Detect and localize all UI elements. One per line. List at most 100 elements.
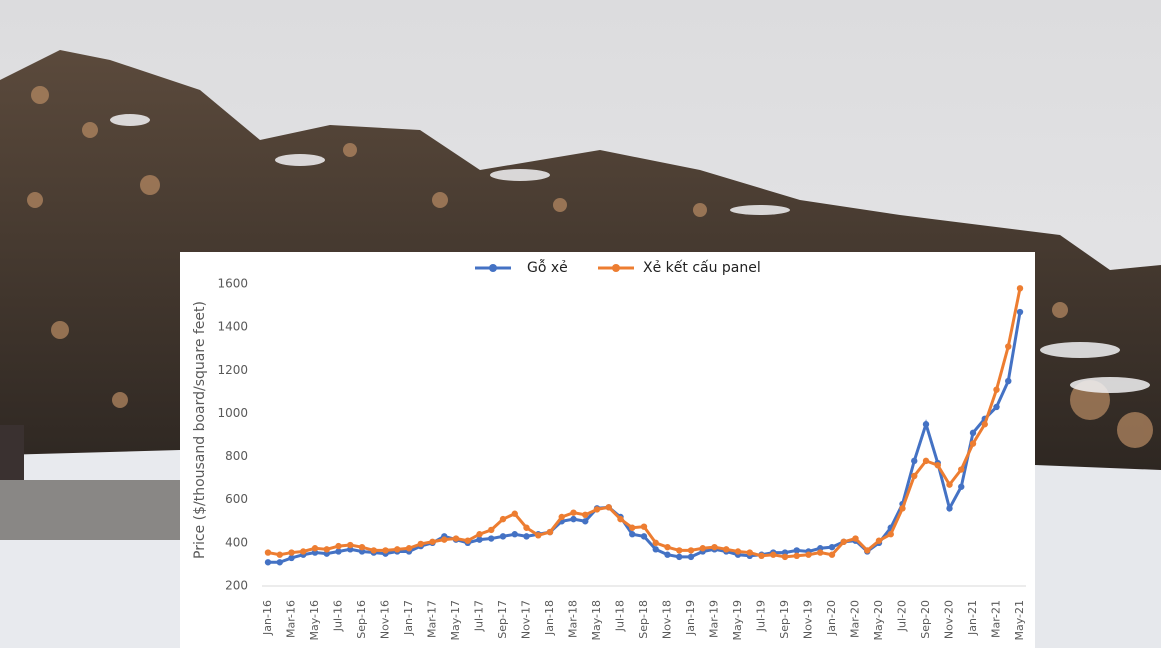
x-tick-label: Nov-16	[379, 600, 392, 639]
x-tick-label: Jul-20	[896, 600, 909, 632]
data-point	[969, 440, 977, 447]
data-point	[640, 523, 648, 530]
data-point	[452, 535, 460, 542]
data-point	[288, 554, 295, 562]
data-point	[805, 551, 812, 558]
data-point	[817, 549, 824, 556]
x-tick-label: Mar-18	[567, 600, 580, 638]
data-point	[922, 457, 930, 465]
x-tick-label: May-20	[872, 600, 885, 641]
x-tick-label: Sep-16	[355, 600, 368, 639]
y-tick-label: 1600	[217, 277, 248, 291]
x-tick-label: Mar-16	[285, 600, 298, 638]
data-point	[875, 537, 883, 544]
y-tick-label: 1400	[217, 320, 248, 334]
x-tick-label: Sep-18	[637, 600, 650, 639]
chart-area	[180, 252, 1035, 648]
x-tick-label: Jan-17	[402, 600, 415, 636]
data-point	[640, 533, 648, 540]
x-tick-label: May-19	[731, 600, 744, 641]
data-point	[1005, 343, 1012, 350]
y-tick-label: 600	[225, 492, 248, 506]
data-point	[523, 533, 530, 540]
data-point	[605, 504, 612, 511]
data-point	[993, 403, 1000, 411]
data-point	[370, 547, 377, 554]
data-point	[687, 553, 695, 561]
data-point	[617, 515, 624, 523]
data-point	[499, 533, 507, 540]
data-point	[840, 538, 847, 545]
data-point	[711, 543, 718, 551]
data-point	[828, 543, 836, 551]
x-tick-label: May-21	[1013, 600, 1026, 641]
data-point	[323, 546, 330, 553]
data-point	[723, 546, 730, 553]
data-point	[276, 559, 283, 566]
data-point	[1005, 377, 1012, 385]
x-tick-label: Jan-16	[261, 600, 274, 636]
data-point	[288, 549, 295, 556]
data-point	[546, 528, 554, 536]
legend-label: Gỗ xẻ	[527, 259, 568, 276]
x-tick-label: Mar-21	[990, 600, 1003, 638]
x-tick-label: Jan-18	[543, 600, 556, 636]
data-point	[488, 535, 495, 542]
y-tick-label: 400	[225, 535, 248, 549]
data-point	[582, 511, 589, 519]
x-tick-label: Nov-20	[943, 600, 956, 639]
data-point	[969, 429, 977, 437]
data-point	[570, 509, 577, 516]
data-point	[347, 541, 354, 549]
x-tick-label: Jan-19	[684, 600, 697, 636]
data-point	[911, 457, 918, 465]
data-point	[511, 531, 518, 538]
data-point	[793, 552, 800, 559]
data-point	[899, 505, 906, 512]
data-point	[276, 551, 283, 558]
x-tick-label: Sep-17	[496, 600, 509, 639]
data-point	[946, 481, 953, 488]
data-point	[499, 515, 507, 523]
data-point	[687, 547, 695, 554]
data-point	[476, 536, 483, 543]
data-point	[523, 524, 530, 531]
data-point	[664, 551, 671, 558]
data-point	[911, 472, 918, 480]
data-point	[1016, 308, 1024, 316]
plot: 200 400 600 800 1000 1200 1400 1600 Jan-16 Mar-16…	[217, 259, 1026, 641]
data-point	[558, 513, 565, 521]
data-point	[358, 543, 366, 551]
y-tick-label: 1200	[217, 363, 248, 377]
data-point	[488, 526, 495, 534]
data-point	[382, 547, 389, 554]
legend-label: Xẻ kết cấu panel	[643, 259, 761, 276]
x-tick-label: Jul-16	[332, 600, 345, 632]
y-tick-label: 200	[225, 579, 248, 593]
x-tick-label: Nov-17	[520, 600, 533, 639]
data-point	[264, 549, 272, 556]
data-point	[946, 505, 953, 512]
data-point	[958, 483, 965, 490]
data-point	[781, 553, 789, 561]
x-tick-label: May-16	[308, 600, 321, 641]
y-tick-label: 800	[225, 449, 248, 463]
x-tick-label: Jul-18	[614, 600, 627, 632]
data-point	[852, 535, 859, 542]
data-point	[264, 559, 272, 566]
data-point	[699, 545, 706, 552]
legend-marker	[489, 264, 497, 272]
x-tick-label: Nov-18	[661, 600, 674, 639]
data-point	[417, 540, 424, 548]
x-tick-label: Jan-21	[966, 600, 979, 636]
data-point	[734, 548, 742, 555]
data-point	[405, 545, 413, 552]
x-tick-label: May-17	[449, 600, 462, 641]
legend-marker	[612, 264, 620, 272]
x-tick-label: Sep-19	[778, 600, 791, 639]
x-tick-label: Mar-17	[426, 600, 439, 638]
data-point	[887, 531, 894, 538]
data-point	[394, 546, 401, 553]
y-axis-label: Price ($/thousand board/square feet)	[192, 301, 208, 559]
data-point	[511, 510, 518, 517]
